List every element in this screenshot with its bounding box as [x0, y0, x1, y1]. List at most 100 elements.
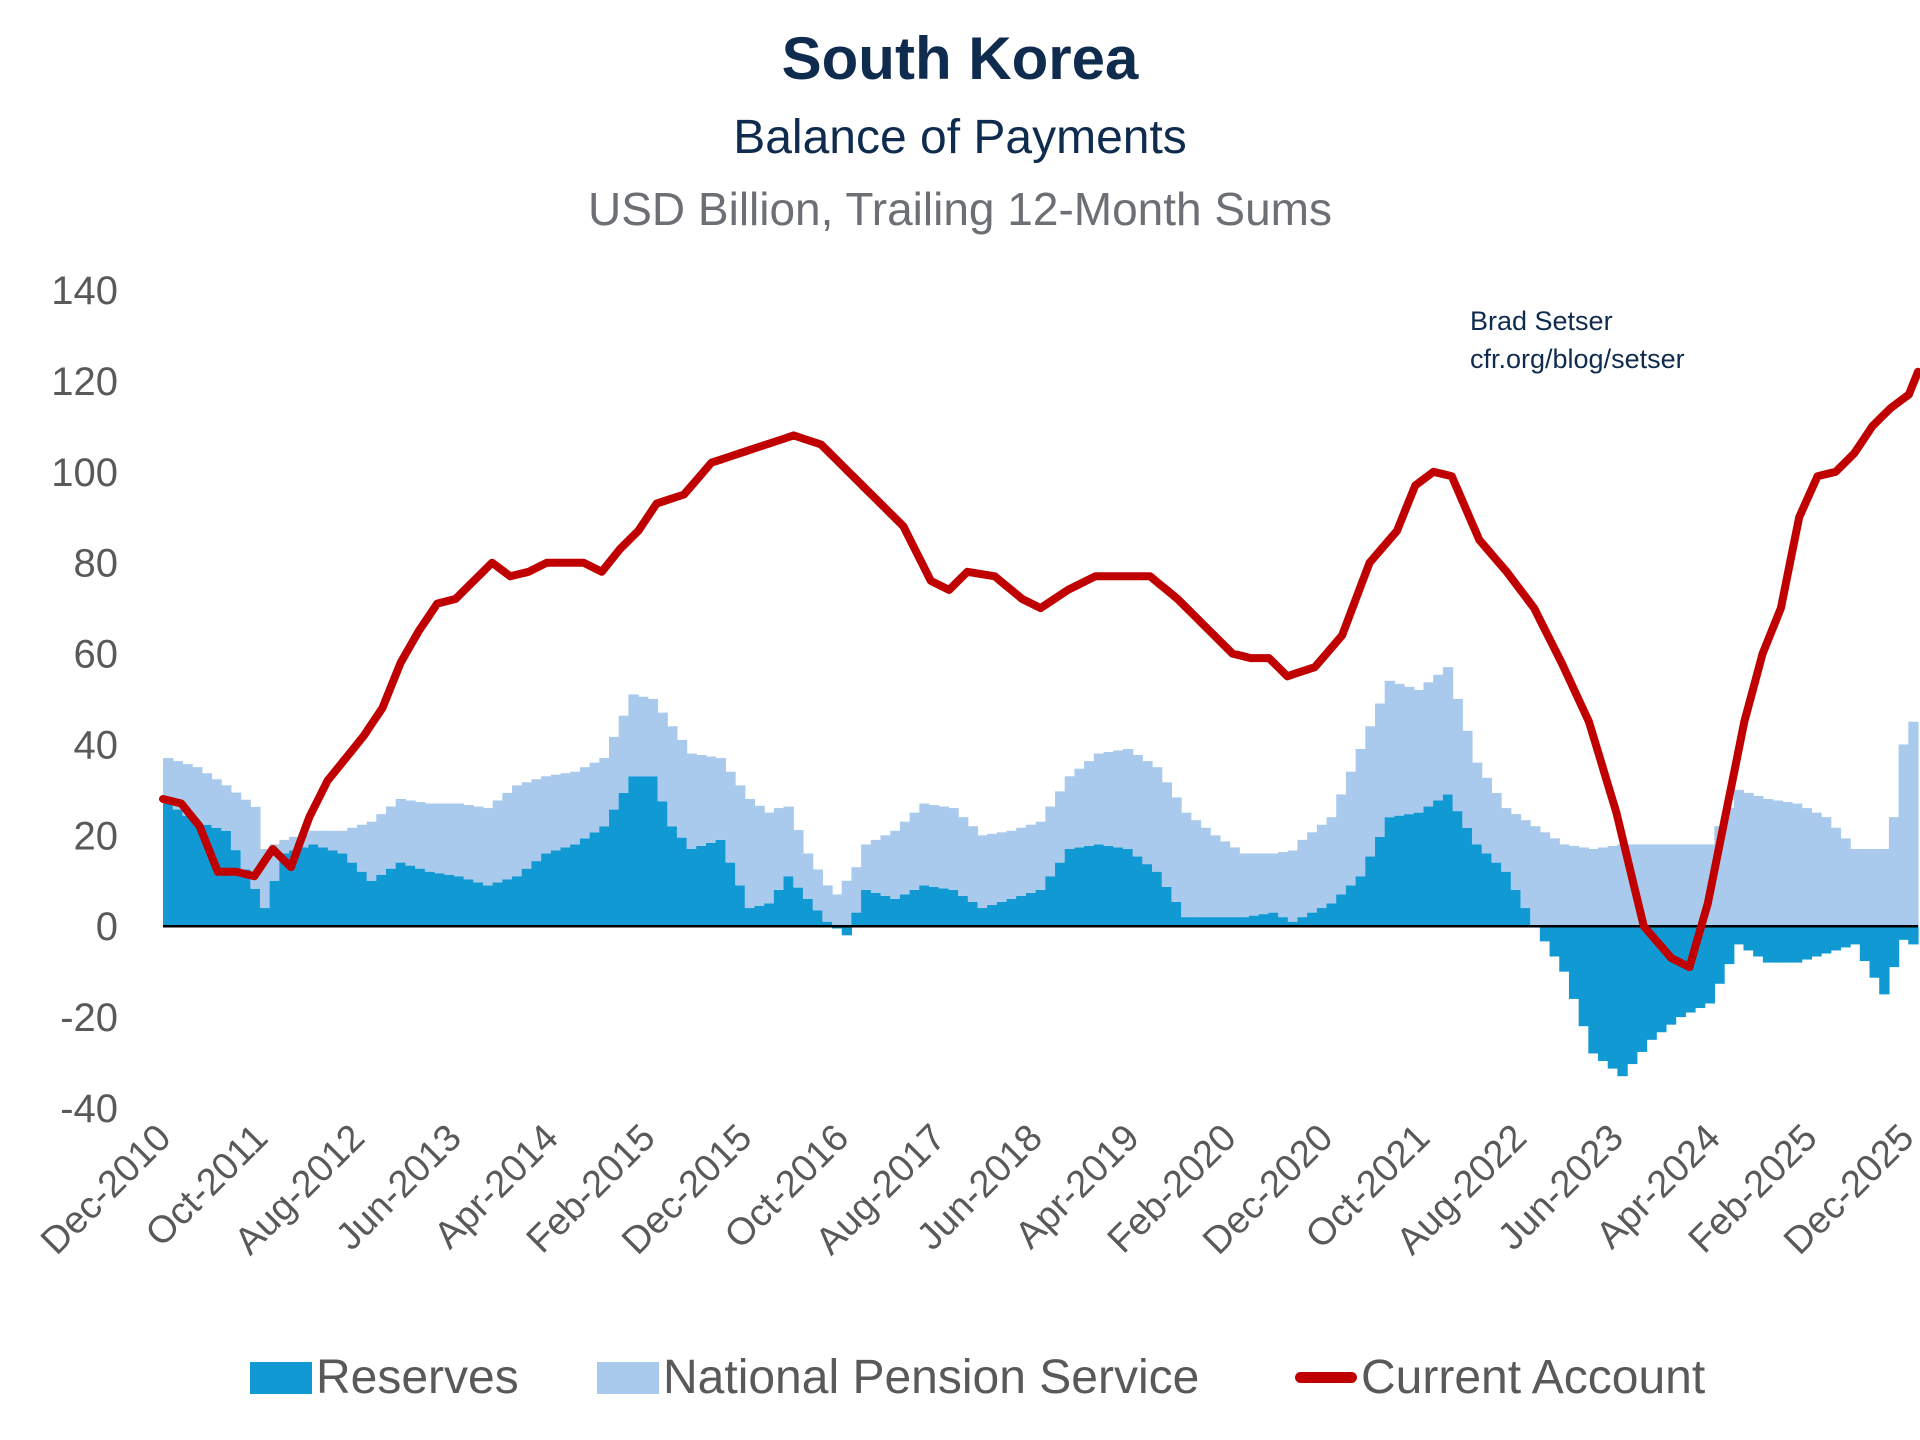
reserves-bar [657, 801, 668, 927]
nps-bar [764, 812, 775, 904]
nps-bar [822, 885, 833, 922]
reserves-bar [589, 832, 600, 927]
bars-group [163, 667, 1919, 1077]
reserves-bar [240, 869, 251, 927]
nps-bar [1471, 762, 1483, 845]
reserves-bar [395, 862, 407, 927]
nps-bar [1665, 844, 1677, 927]
reserves-bar [1258, 914, 1269, 927]
nps-bar [1559, 844, 1570, 927]
legend-item-current-account: Current Account [1295, 1350, 1705, 1405]
legend-label-reserves: Reserves [316, 1351, 519, 1404]
y-tick-label: 140 [51, 269, 118, 313]
nps-bar [1685, 844, 1696, 927]
nps-bar [1568, 845, 1580, 927]
reserves-bar [1869, 926, 1880, 978]
nps-bar [1132, 755, 1143, 857]
nps-bar [463, 805, 474, 880]
nps-bar [1152, 767, 1163, 872]
nps-bar [1190, 820, 1202, 918]
current-account-line [159, 367, 1920, 972]
nps-bar [1481, 777, 1492, 854]
nps-bar [1462, 730, 1473, 828]
reserves-bar [967, 901, 979, 927]
reserves-bar [1578, 926, 1589, 1027]
reserves-bar [1898, 926, 1909, 940]
nps-bar [1365, 726, 1376, 857]
reserves-bar [764, 903, 775, 927]
reserves-bar [570, 844, 581, 927]
reserves-bar [289, 850, 300, 927]
chart-subtitle: Balance of Payments [733, 111, 1187, 164]
reserves-bar [1850, 926, 1861, 945]
nps-bar [415, 802, 426, 869]
reserves-bar [1617, 926, 1628, 1077]
nps-bar [1733, 789, 1745, 927]
reserves-bar [1908, 926, 1919, 945]
nps-bar [1336, 794, 1347, 895]
reserves-bar [987, 905, 998, 927]
reserves-bar [725, 862, 736, 927]
reserves-bar [1336, 894, 1347, 927]
reserves-bar [1627, 926, 1638, 1065]
nps-bar [1888, 817, 1900, 927]
nps-bar [473, 806, 484, 883]
reserves-bar [482, 885, 494, 927]
nps-bar [1142, 761, 1153, 865]
reserves-bar [1384, 817, 1396, 927]
reserves-bar [1704, 926, 1715, 1004]
reserves-bar [822, 921, 833, 927]
nps-bar [318, 830, 329, 848]
reserves-bar [715, 839, 726, 927]
reserves-bar [560, 847, 571, 927]
nps-bar [1743, 792, 1754, 927]
nps-bar [337, 830, 348, 854]
nps-bar [928, 805, 940, 887]
nps-bar [987, 833, 998, 906]
reserves-bar [1879, 926, 1890, 995]
nps-bar [1646, 844, 1657, 927]
reserves-bar [1122, 848, 1134, 927]
reserves-bar [327, 850, 339, 927]
reserves-bar [841, 926, 853, 936]
nps-bar [1258, 853, 1269, 915]
nps-bar [638, 696, 649, 777]
nps-bar [1307, 832, 1318, 913]
nps-bar [1103, 752, 1114, 846]
reserves-bar [599, 826, 610, 927]
reserves-bar [1190, 917, 1202, 927]
nps-bar [812, 869, 823, 911]
reserves-bar [192, 821, 203, 927]
nps-bar [560, 773, 571, 848]
reserves-bar [1598, 926, 1609, 1062]
nps-bar [269, 844, 280, 881]
nps-bar [366, 821, 377, 881]
nps-bar [1025, 824, 1037, 893]
reserves-bar [609, 809, 620, 927]
nps-bar [783, 806, 794, 877]
nps-bar [1617, 844, 1628, 927]
nps-bar [909, 812, 920, 890]
reserves-bar [1239, 917, 1250, 927]
reserves-bar [1093, 844, 1105, 927]
reserves-bar [1316, 908, 1328, 927]
reserves-bar [1006, 898, 1017, 927]
nps-bar [308, 830, 319, 845]
nps-bar [657, 712, 668, 802]
nps-bar [1287, 850, 1299, 922]
reserves-bar [638, 776, 649, 927]
nps-bar [192, 767, 203, 822]
reserves-bar [1656, 926, 1667, 1033]
y-tick-label: 100 [51, 451, 118, 495]
reserves-bar [376, 874, 387, 927]
nps-bar [1821, 817, 1832, 927]
reserves-bar [1442, 794, 1454, 927]
nps-bar [938, 806, 949, 889]
reserves-bar [861, 889, 872, 927]
nps-bar [1501, 808, 1512, 872]
reserves-bar [783, 876, 794, 927]
reserves-bar [1375, 836, 1386, 927]
nps-bar [240, 799, 251, 870]
reserves-bar [308, 844, 319, 927]
reserves-bar [890, 898, 901, 927]
